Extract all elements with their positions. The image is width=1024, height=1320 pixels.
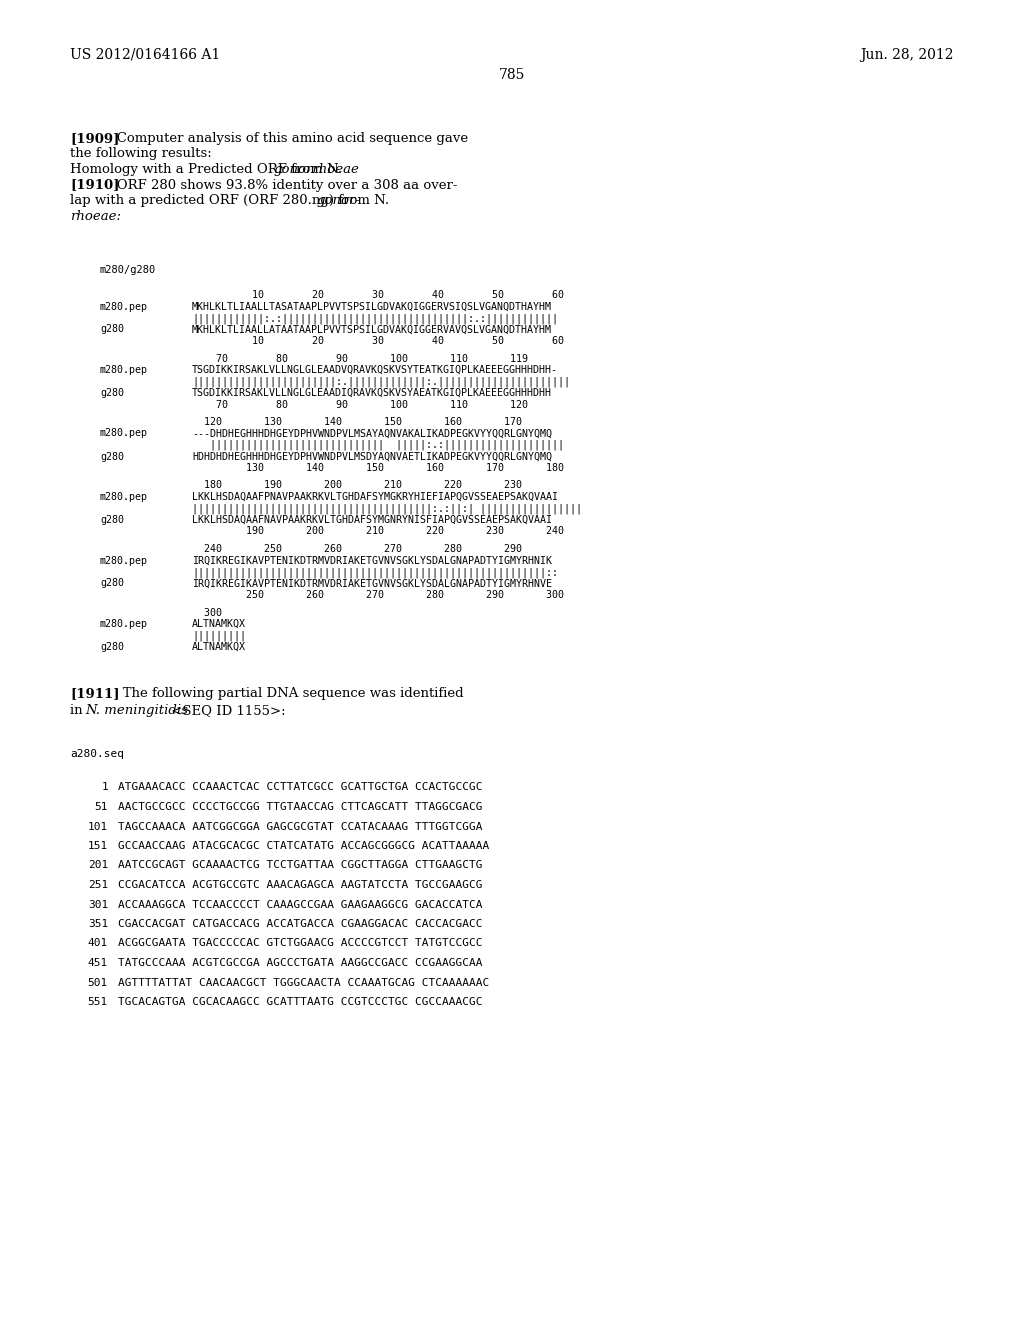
Text: |||||||||||||||||||||||||||||||||||||||||||||||||||||||||||::: ||||||||||||||||||||||||||||||||||||||||… [193, 568, 558, 578]
Text: 251: 251 [88, 880, 108, 890]
Text: 451: 451 [88, 958, 108, 968]
Text: TGCACAGTGA CGCACAAGCC GCATTTAATG CCGTCCCTGC CGCCAAACGC: TGCACAGTGA CGCACAAGCC GCATTTAATG CCGTCCC… [118, 997, 482, 1007]
Text: TSGDIKKIRSAKLVLLNGLGLEAADIQRAVKQSKVSYAEATKGIQPLKAEEEGGHHHDHH: TSGDIKKIRSAKLVLLNGLGLEAADIQRAVKQSKVSYAEA… [193, 388, 552, 399]
Text: 10        20        30        40        50        60: 10 20 30 40 50 60 [193, 290, 564, 300]
Text: 120       130       140       150       160       170: 120 130 140 150 160 170 [193, 417, 522, 426]
Text: HDHDHDHEGHHHDHGEYDPHVWNDPVLMSDYAQNVAETLIKADPEGKVYYQQRLGNYQMQ: HDHDHDHEGHHHDHGEYDPHVWNDPVLMSDYAQNVAETLI… [193, 451, 552, 462]
Text: gonor-: gonor- [316, 194, 360, 207]
Text: <SEQ ID 1155>:: <SEQ ID 1155>: [167, 704, 286, 717]
Text: N. meningitidis: N. meningitidis [85, 704, 187, 717]
Text: a280.seq: a280.seq [70, 748, 124, 759]
Text: m280/g280: m280/g280 [100, 265, 157, 275]
Text: g280: g280 [100, 515, 124, 525]
Text: 130       140       150       160       170       180: 130 140 150 160 170 180 [193, 463, 564, 473]
Text: 501: 501 [88, 978, 108, 987]
Text: TATGCCCAAA ACGTCGCCGA AGCCCTGATA AAGGCCGACC CCGAAGGCAA: TATGCCCAAA ACGTCGCCGA AGCCCTGATA AAGGCCG… [118, 958, 482, 968]
Text: Jun. 28, 2012: Jun. 28, 2012 [860, 48, 954, 62]
Text: 201: 201 [88, 861, 108, 870]
Text: gonorrhoeae: gonorrhoeae [273, 162, 359, 176]
Text: m280.pep: m280.pep [100, 492, 148, 502]
Text: ||||||||||||:.:|||||||||||||||||||||||||||||||:.:||||||||||||: ||||||||||||:.:|||||||||||||||||||||||||… [193, 313, 558, 323]
Text: m280.pep: m280.pep [100, 619, 148, 630]
Text: US 2012/0164166 A1: US 2012/0164166 A1 [70, 48, 220, 62]
Text: AGTTTTATTAT CAACAACGCT TGGGCAACTA CCAAATGCAG CTCAAAAAAC: AGTTTTATTAT CAACAACGCT TGGGCAACTA CCAAAT… [118, 978, 489, 987]
Text: 401: 401 [88, 939, 108, 949]
Text: [1909]: [1909] [70, 132, 120, 145]
Text: [1911]: [1911] [70, 688, 120, 701]
Text: 190       200       210       220       230       240: 190 200 210 220 230 240 [193, 527, 564, 536]
Text: Computer analysis of this amino acid sequence gave: Computer analysis of this amino acid seq… [103, 132, 468, 145]
Text: |||||||||||||||||||||||||||||  |||||:.:||||||||||||||||||||: ||||||||||||||||||||||||||||| |||||:.:||… [193, 440, 564, 450]
Text: lap with a predicted ORF (ORF 280.ng) from N.: lap with a predicted ORF (ORF 280.ng) fr… [70, 194, 393, 207]
Text: m280.pep: m280.pep [100, 429, 148, 438]
Text: 240       250       260       270       280       290: 240 250 260 270 280 290 [193, 544, 522, 554]
Text: LKKLHSDAQAAFPNAVPAAKRKVLTGHDAFSYMGKRYHIEFIAPQGVSSEAEPSAKQVAAI: LKKLHSDAQAAFPNAVPAAKRKVLTGHDAFSYMGKRYHIE… [193, 492, 558, 502]
Text: m280.pep: m280.pep [100, 366, 148, 375]
Text: MKHLKLTLIAALLATAATAAPLPVVTSPSILGDVAKQIGGERVAVQSLVGANQDTHAYHM: MKHLKLTLIAALLATAATAAPLPVVTSPSILGDVAKQIGG… [193, 325, 552, 334]
Text: g280: g280 [100, 578, 124, 589]
Text: AATCCGCAGT GCAAAACTCG TCCTGATTAA CGGCTTAGGA CTTGAAGCTG: AATCCGCAGT GCAAAACTCG TCCTGATTAA CGGCTTA… [118, 861, 482, 870]
Text: |||||||||: ||||||||| [193, 631, 246, 642]
Text: IRQIKREGIKAVPTENIKDTRMVDRIAKETGVNVSGKLYSDALGNAPADTYIGMYRHNIK: IRQIKREGIKAVPTENIKDTRMVDRIAKETGVNVSGKLYS… [193, 556, 552, 565]
Text: ALTNAMKQX: ALTNAMKQX [193, 642, 246, 652]
Text: 51: 51 [94, 803, 108, 812]
Text: ||||||||||||||||||||||||||||||||||||||||:.:||:| |||||||||||||||||: ||||||||||||||||||||||||||||||||||||||||… [193, 503, 582, 513]
Text: 180       190       200       210       220       230: 180 190 200 210 220 230 [193, 480, 522, 491]
Text: The following partial DNA sequence was identified: The following partial DNA sequence was i… [110, 688, 464, 701]
Text: IRQIKREGIKAVPTENIKDTRMVDRIAKETGVNVSGKLYSDALGNAPADTYIGMYRHNVE: IRQIKREGIKAVPTENIKDTRMVDRIAKETGVNVSGKLYS… [193, 578, 552, 589]
Text: in: in [70, 704, 87, 717]
Text: g280: g280 [100, 451, 124, 462]
Text: 101: 101 [88, 821, 108, 832]
Text: GCCAACCAAG ATACGCACGC CTATCATATG ACCAGCGGGCG ACATTAAAAA: GCCAACCAAG ATACGCACGC CTATCATATG ACCAGCG… [118, 841, 489, 851]
Text: 70        80        90       100       110       120: 70 80 90 100 110 120 [193, 400, 528, 409]
Text: 70        80        90       100       110       119: 70 80 90 100 110 119 [193, 354, 528, 363]
Text: 10        20        30        40        50        60: 10 20 30 40 50 60 [193, 337, 564, 346]
Text: LKKLHSDAQAAFNAVPAAKRKVLTGHDAFSYMGNRYNISFIAPQGVSSEAEPSAKQVAAI: LKKLHSDAQAAFNAVPAAKRKVLTGHDAFSYMGNRYNISF… [193, 515, 552, 525]
Text: 301: 301 [88, 899, 108, 909]
Text: ---DHDHEGHHHDHGEYDPHVWNDPVLMSAYAQNVAKALIKADPEGKVYYQQRLGNYQMQ: ---DHDHEGHHHDHGEYDPHVWNDPVLMSAYAQNVAKALI… [193, 429, 552, 438]
Text: 151: 151 [88, 841, 108, 851]
Text: m280.pep: m280.pep [100, 556, 148, 565]
Text: ACCAAAGGCA TCCAACCCCT CAAAGCCGAA GAAGAAGGCG GACACCATCA: ACCAAAGGCA TCCAACCCCT CAAAGCCGAA GAAGAAG… [118, 899, 482, 909]
Text: Homology with a Predicted ORF from N.: Homology with a Predicted ORF from N. [70, 162, 346, 176]
Text: MKHLKLTLIAALLTASATAAPLPVVTSPSILGDVAKQIGGERVSIQSLVGANQDTHAYHM: MKHLKLTLIAALLTASATAAPLPVVTSPSILGDVAKQIGG… [193, 301, 552, 312]
Text: ORF 280 shows 93.8% identity over a 308 aa over-: ORF 280 shows 93.8% identity over a 308 … [103, 178, 457, 191]
Text: AACTGCCGCC CCCCTGCCGG TTGTAACCAG CTTCAGCATT TTAGGCGACG: AACTGCCGCC CCCCTGCCGG TTGTAACCAG CTTCAGC… [118, 803, 482, 812]
Text: 551: 551 [88, 997, 108, 1007]
Text: ATGAAACACC CCAAACTCAC CCTTATCGCC GCATTGCTGA CCACTGCCGC: ATGAAACACC CCAAACTCAC CCTTATCGCC GCATTGC… [118, 783, 482, 792]
Text: rhoeae:: rhoeae: [70, 210, 121, 223]
Text: m280.pep: m280.pep [100, 301, 148, 312]
Text: TSGDIKKIRSAKLVLLNGLGLEAADVQRAVKQSKVSYTEATKGIQPLKAEEEGGHHHDHH-: TSGDIKKIRSAKLVLLNGLGLEAADVQRAVKQSKVSYTEA… [193, 366, 558, 375]
Text: g280: g280 [100, 388, 124, 399]
Text: CGACCACGAT CATGACCACG ACCATGACCA CGAAGGACAC CACCACGACC: CGACCACGAT CATGACCACG ACCATGACCA CGAAGGA… [118, 919, 482, 929]
Text: TAGCCAAACA AATCGGCGGA GAGCGCGTAT CCATACAAAG TTTGGTCGGA: TAGCCAAACA AATCGGCGGA GAGCGCGTAT CCATACA… [118, 821, 482, 832]
Text: [1910]: [1910] [70, 178, 120, 191]
Text: 1: 1 [101, 783, 108, 792]
Text: CCGACATCCA ACGTGCCGTC AAACAGAGCA AAGTATCCTA TGCCGAAGCG: CCGACATCCA ACGTGCCGTC AAACAGAGCA AAGTATC… [118, 880, 482, 890]
Text: ACGGCGAATA TGACCCCCAC GTCTGGAACG ACCCCGTCCT TATGTCCGCC: ACGGCGAATA TGACCCCCAC GTCTGGAACG ACCCCGT… [118, 939, 482, 949]
Text: 351: 351 [88, 919, 108, 929]
Text: ||||||||||||||||||||||||:.|||||||||||||:.||||||||||||||||||||||: ||||||||||||||||||||||||:.|||||||||||||:… [193, 376, 570, 387]
Text: g280: g280 [100, 325, 124, 334]
Text: 250       260       270       280       290       300: 250 260 270 280 290 300 [193, 590, 564, 601]
Text: the following results:: the following results: [70, 148, 212, 161]
Text: 785: 785 [499, 69, 525, 82]
Text: 300: 300 [193, 607, 222, 618]
Text: ALTNAMKQX: ALTNAMKQX [193, 619, 246, 630]
Text: g280: g280 [100, 642, 124, 652]
